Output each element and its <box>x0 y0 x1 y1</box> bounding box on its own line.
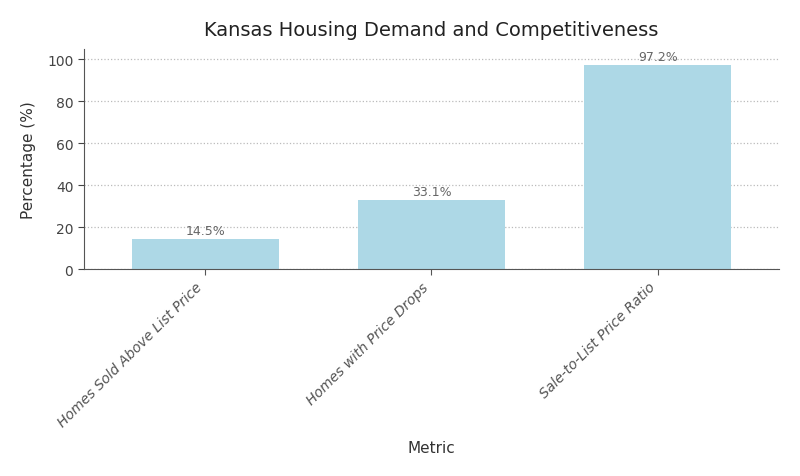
X-axis label: Metric: Metric <box>407 440 455 455</box>
Text: 97.2%: 97.2% <box>638 51 678 64</box>
Bar <box>358 200 505 269</box>
Text: 33.1%: 33.1% <box>412 186 451 198</box>
Title: Kansas Housing Demand and Competitiveness: Kansas Housing Demand and Competitivenes… <box>204 21 658 40</box>
Y-axis label: Percentage (%): Percentage (%) <box>21 101 36 218</box>
Text: 14.5%: 14.5% <box>186 225 225 238</box>
Bar <box>132 239 278 269</box>
Bar <box>584 66 731 269</box>
